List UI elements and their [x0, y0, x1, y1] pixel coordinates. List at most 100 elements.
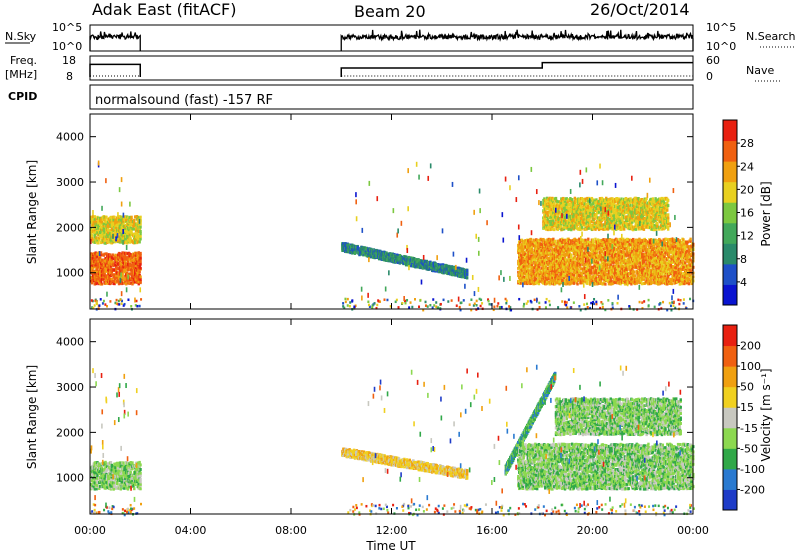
echo-pixel: [530, 246, 533, 250]
echo-pixel: [563, 256, 567, 260]
echo-pixel: [644, 244, 647, 248]
echo-pixel: [127, 272, 131, 276]
echo-pixel: [639, 261, 642, 265]
echo-pixel: [602, 251, 605, 255]
echo-pixel: [453, 266, 456, 270]
echo-pixel: [649, 238, 653, 242]
echo-pixel: [597, 254, 601, 258]
echo-pixel: [101, 240, 105, 244]
echo-pixel: [594, 274, 597, 278]
echo-pixel: [342, 242, 345, 246]
echo-pixel: [524, 266, 527, 270]
echo-pixel: [524, 252, 527, 256]
echo-pixel: [137, 216, 140, 220]
echo-pixel: [614, 240, 618, 244]
echo-pixel: [590, 252, 594, 256]
echo-pixel: [100, 282, 104, 286]
echo-pixel: [570, 277, 574, 281]
echo-pixel: [574, 257, 577, 261]
echo-pixel: [577, 245, 580, 249]
echo-pixel: [596, 261, 600, 265]
echo-pixel: [587, 256, 590, 260]
echo-pixel: [568, 248, 571, 252]
echo-pixel: [134, 251, 138, 255]
echo-pixel: [126, 259, 130, 263]
echo-pixel: [635, 265, 638, 269]
echo-pixel: [616, 246, 620, 250]
echo-pixel: [588, 282, 592, 286]
echo-pixel: [104, 237, 107, 241]
beam-title: Beam 20: [354, 2, 426, 21]
echo-pixel: [679, 259, 682, 263]
echo-pixel: [526, 267, 529, 271]
echo-pixel: [623, 242, 627, 246]
echo-pixel: [116, 260, 119, 264]
echo-pixel: [599, 280, 603, 284]
echo-pixel: [125, 241, 129, 245]
echo-pixel: [529, 265, 533, 269]
echo-pixel: [534, 265, 537, 269]
echo-pixel: [110, 256, 114, 260]
echo-pixel: [124, 253, 127, 257]
echo-pixel: [649, 263, 652, 267]
echo-pixel: [586, 264, 589, 268]
echo-pixel: [110, 277, 114, 281]
echo-pixel: [556, 249, 560, 253]
echo-pixel: [99, 230, 103, 234]
echo-pixel: [133, 227, 136, 231]
echo-pixel: [575, 248, 578, 252]
echo-pixel: [570, 253, 573, 257]
echo-pixel: [556, 262, 560, 266]
echo-pixel: [651, 267, 655, 271]
echo-pixel: [93, 265, 96, 269]
echo-pixel: [95, 220, 98, 224]
echo-pixel: [624, 274, 628, 278]
echo-pixel: [599, 267, 603, 271]
echo-pixel: [139, 218, 142, 222]
echo-pixel: [579, 267, 583, 271]
echo-pixel: [520, 258, 524, 262]
echo-pixel: [645, 251, 648, 255]
echo-pixel: [566, 274, 569, 278]
echo-pixel: [566, 253, 569, 257]
echo-pixel: [124, 270, 127, 274]
echo-pixel: [103, 252, 106, 256]
echo-pixel: [133, 218, 136, 222]
echo-pixel: [557, 259, 560, 263]
echo-pixel: [638, 259, 641, 263]
echo-pixel: [674, 263, 677, 267]
echo-pixel: [100, 220, 104, 224]
echo-pixel: [550, 265, 553, 269]
echo-pixel: [550, 242, 553, 246]
echo-pixel: [675, 266, 678, 270]
echo-pixel: [587, 239, 590, 243]
echo-pixel: [626, 242, 629, 246]
echo-pixel: [653, 250, 656, 254]
echo-pixel: [561, 239, 565, 243]
echo-pixel: [119, 265, 123, 269]
echo-pixel: [681, 279, 684, 283]
echo-pixel: [597, 268, 601, 272]
echo-pixel: [133, 232, 137, 236]
echo-pixel: [93, 233, 96, 237]
echo-pixel: [623, 244, 627, 248]
echo-pixel: [526, 248, 529, 252]
echo-pixel: [115, 264, 118, 268]
echo-pixel: [666, 261, 669, 265]
echo-pixel: [622, 281, 625, 285]
echo-pixel: [614, 278, 618, 282]
echo-pixel: [548, 256, 551, 260]
echo-pixel: [615, 259, 619, 263]
echo-pixel: [129, 226, 132, 230]
echo-pixel: [631, 253, 634, 257]
echo-pixel: [518, 279, 521, 283]
echo-pixel: [623, 271, 626, 275]
echo-pixel: [519, 246, 523, 250]
date-title: 26/Oct/2014: [590, 0, 690, 19]
echo-pixel: [616, 261, 620, 265]
echo-pixel: [518, 243, 521, 247]
echo-pixel: [656, 267, 659, 271]
echo-pixel: [131, 277, 134, 281]
echo-pixel: [114, 230, 117, 234]
echo-pixel: [526, 260, 530, 264]
